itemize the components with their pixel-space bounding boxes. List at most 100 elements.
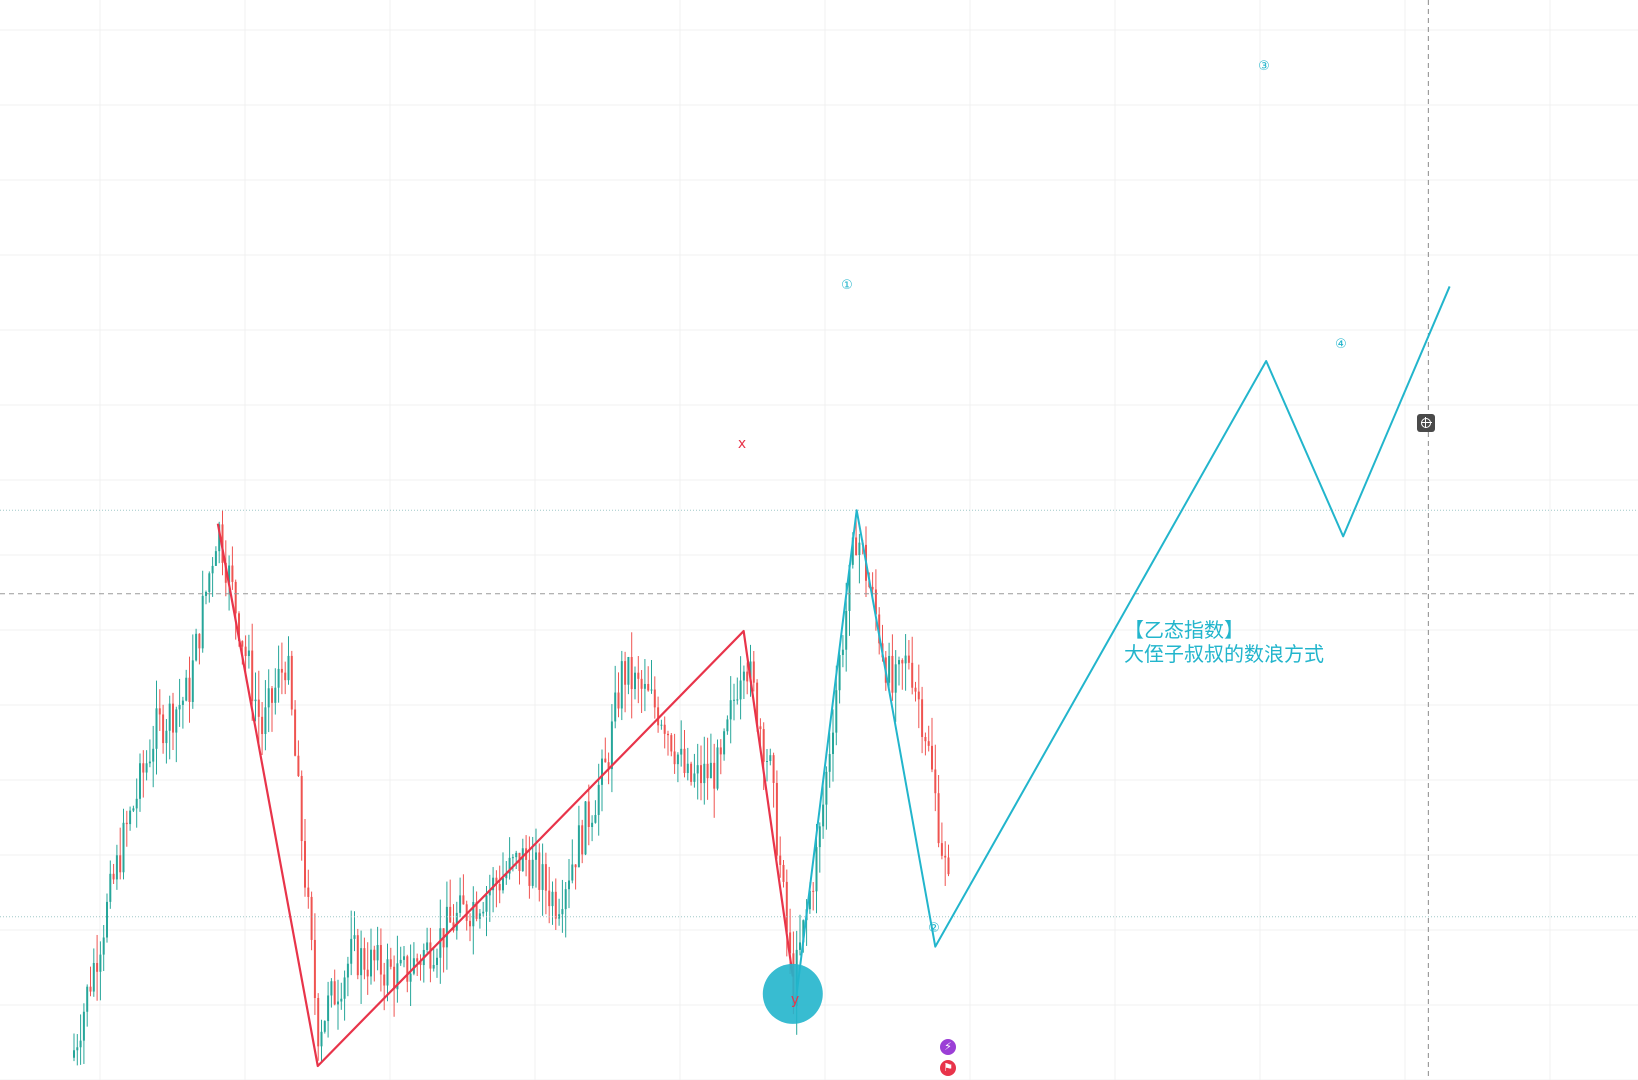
candle-up bbox=[828, 754, 831, 772]
candle-up bbox=[614, 692, 617, 722]
candle-up bbox=[343, 977, 346, 999]
lightning-icon[interactable]: ⚡ bbox=[940, 1039, 956, 1055]
candle-down bbox=[125, 822, 128, 825]
candle-down bbox=[640, 678, 643, 689]
candle-down bbox=[947, 857, 950, 875]
candle-up bbox=[218, 524, 221, 552]
candle-up bbox=[703, 763, 706, 784]
candle-up bbox=[766, 760, 768, 762]
candle-up bbox=[208, 573, 211, 593]
candle-down bbox=[772, 755, 775, 783]
candle-down bbox=[356, 935, 359, 976]
candle-up bbox=[76, 1047, 79, 1051]
candle-down bbox=[944, 855, 947, 858]
candle-down bbox=[630, 656, 633, 690]
candle-down bbox=[752, 661, 755, 683]
candle-up bbox=[627, 656, 630, 685]
candle-down bbox=[574, 864, 577, 868]
candle-down bbox=[383, 974, 386, 986]
candle-up bbox=[535, 852, 537, 860]
candle-up bbox=[551, 891, 554, 907]
candle-up bbox=[736, 699, 739, 701]
candle-up bbox=[99, 954, 102, 972]
candle-down bbox=[238, 613, 240, 642]
wave-label-3: ③ bbox=[1258, 59, 1270, 74]
candle-down bbox=[429, 942, 432, 969]
candle-up bbox=[102, 937, 105, 955]
candle-up bbox=[845, 610, 848, 650]
candle-up bbox=[168, 703, 171, 731]
candle-up bbox=[564, 889, 567, 910]
candle-down bbox=[142, 763, 145, 773]
candle-up bbox=[432, 964, 435, 969]
candle-up bbox=[403, 956, 405, 960]
candle-up bbox=[185, 677, 188, 701]
candle-down bbox=[449, 906, 452, 923]
candle-down bbox=[607, 762, 610, 770]
candle-down bbox=[333, 981, 336, 1005]
candle-down bbox=[162, 714, 165, 744]
candle-down bbox=[713, 762, 716, 789]
candle-up bbox=[802, 920, 805, 943]
candle-up bbox=[838, 654, 841, 691]
candle-down bbox=[300, 775, 303, 842]
candle-down bbox=[911, 662, 914, 688]
candle-up bbox=[129, 810, 132, 825]
candle-down bbox=[785, 881, 788, 933]
candle-down bbox=[690, 763, 693, 782]
candle-up bbox=[488, 890, 491, 896]
candle-down bbox=[528, 859, 531, 886]
candle-down bbox=[317, 997, 320, 1047]
candle-up bbox=[733, 699, 735, 701]
candle-up bbox=[482, 911, 485, 914]
candle-down bbox=[373, 949, 376, 961]
candle-up bbox=[330, 981, 333, 996]
candle-down bbox=[172, 703, 174, 733]
candle-up bbox=[577, 825, 580, 868]
candle-down bbox=[495, 877, 498, 884]
candle-down bbox=[812, 890, 815, 892]
candle-up bbox=[370, 949, 372, 977]
candle-down bbox=[581, 825, 584, 855]
candle-up bbox=[808, 890, 811, 910]
annotation-title: 【乙态指数】 bbox=[1124, 618, 1244, 642]
candle-up bbox=[360, 948, 363, 976]
candle-up bbox=[505, 873, 508, 879]
candle-down bbox=[901, 660, 904, 664]
candle-up bbox=[515, 852, 518, 858]
candle-up bbox=[634, 672, 636, 690]
candle-down bbox=[538, 852, 541, 890]
candle-up bbox=[396, 963, 399, 990]
crosshair-icon[interactable] bbox=[1417, 414, 1435, 432]
candle-down bbox=[937, 793, 940, 844]
candle-down bbox=[290, 655, 293, 710]
candle-down bbox=[789, 932, 792, 954]
candle-up bbox=[815, 847, 818, 892]
candle-up bbox=[455, 912, 458, 931]
candle-up bbox=[122, 822, 125, 873]
candle-up bbox=[79, 1040, 82, 1048]
candle-up bbox=[135, 798, 138, 809]
candle-down bbox=[917, 691, 920, 700]
candle-down bbox=[89, 986, 92, 992]
candle-up bbox=[139, 763, 141, 799]
candle-down bbox=[234, 581, 237, 614]
candle-down bbox=[871, 586, 874, 590]
candle-up bbox=[82, 1011, 85, 1041]
flag-icon[interactable]: ⚑ bbox=[940, 1060, 956, 1076]
candle-up bbox=[191, 660, 194, 702]
candle-up bbox=[152, 748, 155, 762]
candle-down bbox=[313, 939, 316, 998]
candle-down bbox=[294, 709, 297, 756]
candle-up bbox=[726, 719, 729, 732]
wave-label-x: x bbox=[738, 436, 746, 452]
candle-down bbox=[756, 682, 759, 727]
candle-up bbox=[320, 1031, 323, 1047]
candle-up bbox=[247, 650, 250, 657]
candle-down bbox=[119, 855, 122, 873]
candle-down bbox=[393, 966, 396, 990]
candle-up bbox=[620, 661, 623, 709]
candle-up bbox=[274, 687, 277, 703]
candle-down bbox=[782, 864, 785, 882]
